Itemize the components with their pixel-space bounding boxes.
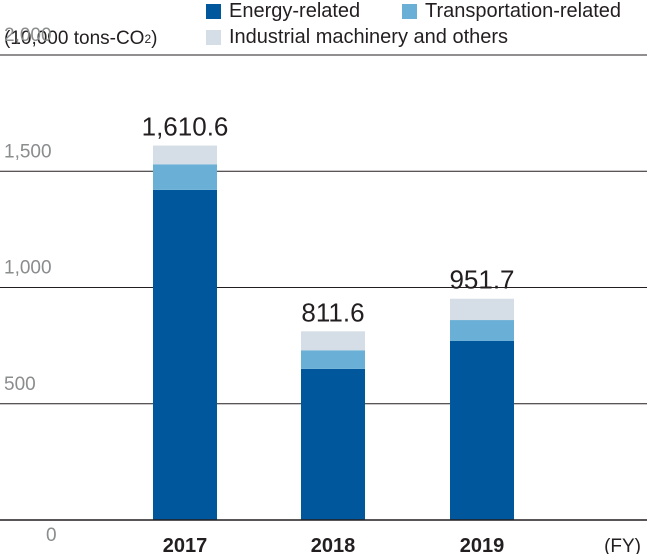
y-axis-unit-close: ) xyxy=(151,28,158,49)
legend-item-energy: Energy-related xyxy=(206,0,360,23)
y-tick-label: 1,500 xyxy=(4,141,52,162)
y-tick-label: 500 xyxy=(4,374,36,395)
y-tick-label: 0 xyxy=(46,525,57,546)
bar-segment xyxy=(450,298,514,321)
bar-segment xyxy=(153,145,217,165)
legend-swatch-energy xyxy=(206,4,221,19)
y-axis-unit-text: (10,000 tons-CO xyxy=(4,28,145,49)
x-tick-label: 2018 xyxy=(311,535,356,554)
bar-segment xyxy=(153,164,217,190)
bar-segment xyxy=(450,340,514,520)
y-axis-unit-subscript: 2 xyxy=(144,32,152,46)
y-tick-label: 1,000 xyxy=(4,258,52,279)
bar-total-label: 811.6 xyxy=(301,297,364,327)
legend-item-industrial: Industrial machinery and others xyxy=(206,26,508,49)
bar-segment xyxy=(153,189,217,520)
x-tick-label: 2017 xyxy=(163,535,208,554)
x-axis-label: (FY) xyxy=(604,536,641,554)
bar-segment xyxy=(301,331,365,351)
bar-segment xyxy=(301,350,365,369)
legend-label-transportation: Transportation-related xyxy=(425,0,622,22)
y-axis-unit-label: (10,000 tons-CO2) xyxy=(4,28,157,50)
bar-total-label: 1,610.6 xyxy=(142,112,229,142)
bar-segment xyxy=(450,320,514,341)
bar-segment xyxy=(301,368,365,520)
y-tick-label: 2,000 xyxy=(4,25,52,46)
bar-total-label: 951.7 xyxy=(449,265,514,295)
legend-label-energy: Energy-related xyxy=(229,0,361,22)
legend-swatch-industrial xyxy=(206,30,221,45)
legend-label-industrial: Industrial machinery and others xyxy=(229,26,509,48)
x-tick-label: 2019 xyxy=(460,535,505,554)
legend-item-transportation: Transportation-related xyxy=(402,0,621,23)
legend-swatch-transportation xyxy=(402,4,417,19)
